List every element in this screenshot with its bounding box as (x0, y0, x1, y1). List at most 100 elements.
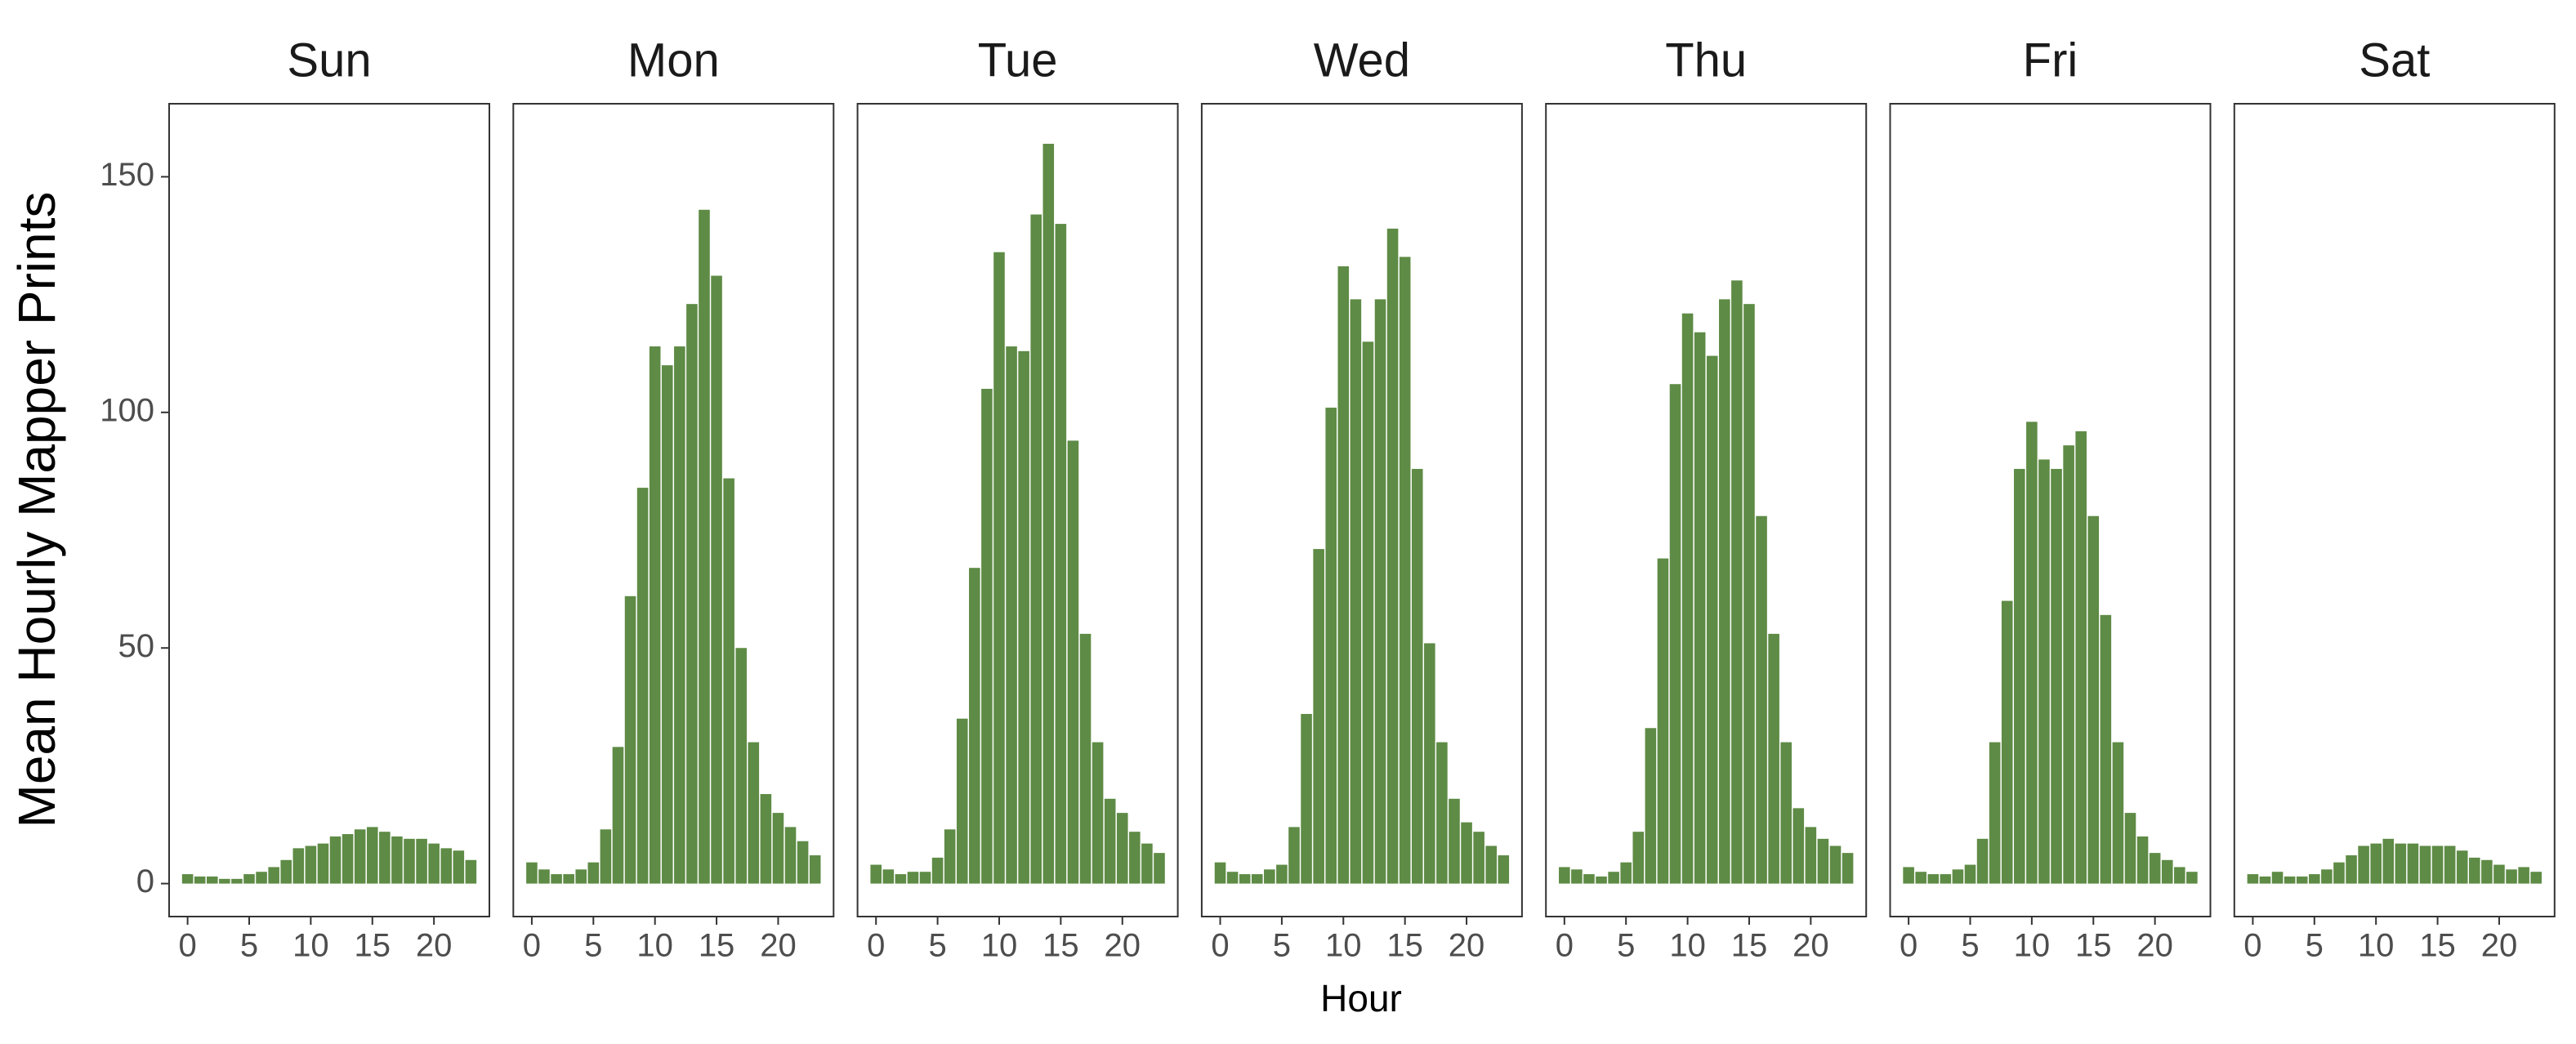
bar (1055, 224, 1067, 884)
x-tick-label: 20 (416, 928, 453, 964)
bar (1079, 633, 1092, 884)
bar (379, 832, 391, 884)
bar (2444, 845, 2456, 884)
x-tick-label: 20 (1105, 928, 1141, 964)
bar (2063, 445, 2074, 884)
bar (2026, 422, 2038, 884)
x-tick-label: 0 (2243, 928, 2261, 964)
bar (1571, 869, 1583, 884)
x-axis-label: Hour (1320, 977, 1402, 1019)
bar (1583, 874, 1595, 884)
panel-border (168, 103, 490, 917)
bar (243, 874, 255, 884)
bar (231, 878, 243, 884)
panel-border (2233, 103, 2556, 917)
bar (1018, 350, 1029, 884)
bar (2149, 853, 2161, 884)
bar (1350, 299, 1362, 884)
x-tick-label: 20 (2136, 928, 2173, 964)
bar (699, 209, 710, 884)
bar (931, 857, 944, 884)
panel-border (512, 103, 835, 917)
x-tick-label: 0 (1211, 928, 1229, 964)
facet-title: Mon (627, 33, 720, 87)
bar (772, 813, 784, 884)
bar (329, 836, 342, 884)
bar (760, 794, 772, 884)
bar (1768, 633, 1779, 884)
x-tick-label: 10 (981, 928, 1018, 964)
bar (1399, 257, 1411, 884)
bar (2469, 857, 2480, 884)
bar (1989, 742, 2001, 884)
bar (354, 829, 366, 884)
x-tick-label: 15 (355, 928, 391, 964)
bar (1645, 728, 1657, 884)
bar (612, 747, 624, 884)
bar (1976, 838, 1989, 884)
x-tick-label: 10 (292, 928, 329, 964)
bar (305, 845, 317, 884)
bar (1449, 798, 1460, 884)
bar (1092, 742, 1104, 884)
bar (895, 874, 907, 884)
bar (453, 850, 465, 884)
x-tick-label: 0 (178, 928, 196, 964)
bar (1276, 864, 1288, 884)
bar (1362, 341, 1374, 884)
bar (1411, 469, 1423, 884)
y-tick-label: 50 (118, 628, 155, 664)
y-tick-label: 100 (100, 392, 154, 428)
panel-border (1200, 103, 1523, 917)
bar (661, 365, 673, 884)
bar (1669, 384, 1681, 884)
bar (366, 827, 378, 884)
x-tick-label: 5 (1617, 928, 1635, 964)
bar (1030, 214, 1042, 884)
x-tick-label: 0 (1556, 928, 1574, 964)
bar (1141, 843, 1153, 884)
x-tick-label: 15 (1386, 928, 1423, 964)
bar (981, 388, 993, 884)
bar (686, 304, 698, 884)
x-tick-label: 15 (2075, 928, 2112, 964)
bar (809, 855, 821, 884)
bar (1251, 874, 1263, 884)
bar (428, 843, 440, 884)
x-tick-label: 10 (1669, 928, 1706, 964)
bar (1301, 713, 1312, 884)
facet-title: Thu (1665, 33, 1747, 87)
bar (600, 829, 612, 884)
bar (2038, 459, 2050, 884)
bar (1706, 355, 1718, 884)
bar (2051, 469, 2062, 884)
bar (907, 872, 919, 884)
bar (2271, 872, 2284, 884)
bar (1780, 742, 1792, 884)
bar (563, 874, 574, 884)
bar (2382, 838, 2395, 884)
bar (2358, 845, 2369, 884)
bar (956, 718, 968, 884)
bar (1927, 874, 1940, 884)
x-tick-label: 0 (1900, 928, 1917, 964)
bar (2481, 859, 2493, 884)
bar (711, 275, 722, 884)
bar (2136, 836, 2149, 884)
bar (919, 872, 931, 884)
bar (674, 346, 685, 884)
bar (993, 252, 1005, 884)
bar (1116, 813, 1128, 884)
bar (1288, 827, 1300, 884)
bar (1731, 280, 1743, 884)
bar (256, 872, 267, 884)
bar (2395, 843, 2407, 884)
bar (575, 869, 587, 884)
bar (1498, 855, 1510, 884)
panel-border (856, 103, 1179, 917)
bar (1264, 869, 1275, 884)
bar (1337, 266, 1350, 884)
facet-title: Sun (287, 33, 371, 87)
x-tick-label: 10 (2358, 928, 2395, 964)
